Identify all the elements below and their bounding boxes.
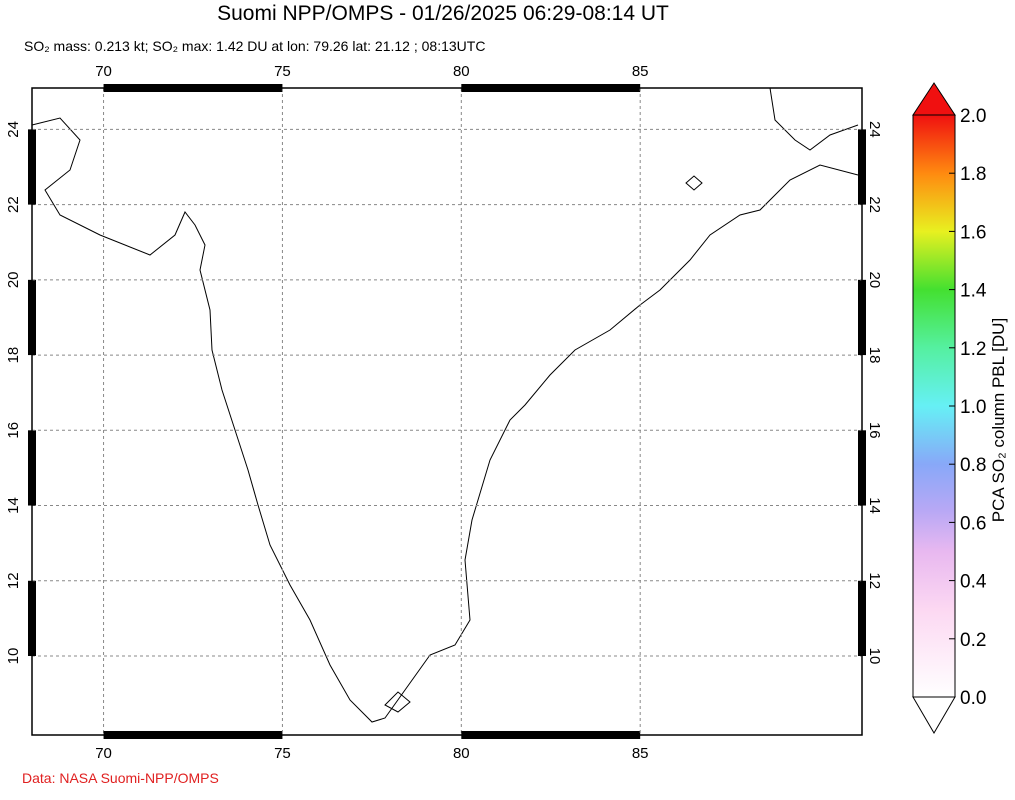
lat-tick-label: 16 (5, 422, 22, 439)
colorbar-tick-label: 0.4 (960, 572, 987, 593)
lat-tick-label: 12 (866, 572, 883, 589)
lat-tick-label: 22 (5, 196, 22, 213)
colorbar-tick-label: 0.6 (960, 513, 986, 534)
lat-tick-label: 18 (5, 347, 22, 364)
lon-tick-label: 85 (632, 63, 649, 80)
title: Suomi NPP/OMPS - 01/26/2025 06:29-08:14 … (217, 2, 669, 25)
subtitle: SO₂ mass: 0.213 kt; SO₂ max: 1.42 DU at … (24, 38, 485, 54)
lat-tick-label: 24 (866, 121, 883, 138)
colorbar-tick-label: 0.2 (960, 630, 986, 651)
lon-tick-label: 70 (95, 745, 112, 762)
lat-tick-label: 10 (5, 648, 22, 665)
colorbar-tick-label: 1.4 (960, 281, 987, 302)
lon-tick-label: 80 (453, 63, 470, 80)
colorbar-label: PCA SO₂ column PBL [DU] (989, 318, 1008, 522)
lon-tick-label: 80 (453, 745, 470, 762)
lat-tick-label: 12 (5, 572, 22, 589)
colorbar-tick-label: 0.8 (960, 455, 986, 476)
border (769, 87, 859, 151)
lon-tick-label: 75 (274, 63, 291, 80)
map-area (32, 88, 862, 735)
colorbar-tick-label: 1.8 (960, 164, 986, 185)
colorbar (912, 82, 956, 734)
lat-tick-label: 24 (5, 121, 22, 138)
marker (384, 691, 411, 713)
marker (685, 175, 703, 191)
lat-tick-label: 16 (866, 422, 883, 439)
map-frame (31, 87, 863, 736)
colorbar-tick-label: 1.2 (960, 339, 986, 360)
lat-tick-label: 18 (866, 347, 883, 364)
colorbar-tick-label: 1.0 (960, 397, 986, 418)
lon-tick-label: 70 (95, 63, 112, 80)
colorbar-tick-label: 1.6 (960, 222, 986, 243)
lat-tick-label: 14 (866, 497, 883, 514)
credit: Data: NASA Suomi-NPP/OMPS (22, 770, 219, 786)
colorbar-tick-label: 2.0 (960, 106, 986, 127)
lat-tick-label: 20 (5, 271, 22, 288)
colorbar-extend (912, 82, 956, 116)
colorbar-extend (912, 696, 956, 734)
lat-tick-label: 14 (5, 497, 22, 514)
coastline (31, 117, 859, 723)
lon-tick-label: 75 (274, 745, 291, 762)
lat-tick-label: 22 (866, 196, 883, 213)
lon-tick-label: 85 (632, 745, 649, 762)
colorbar-tick-label: 0.0 (960, 688, 986, 709)
colorbar-ramp (912, 114, 956, 698)
lat-tick-label: 20 (866, 271, 883, 288)
lat-tick-label: 10 (866, 648, 883, 665)
